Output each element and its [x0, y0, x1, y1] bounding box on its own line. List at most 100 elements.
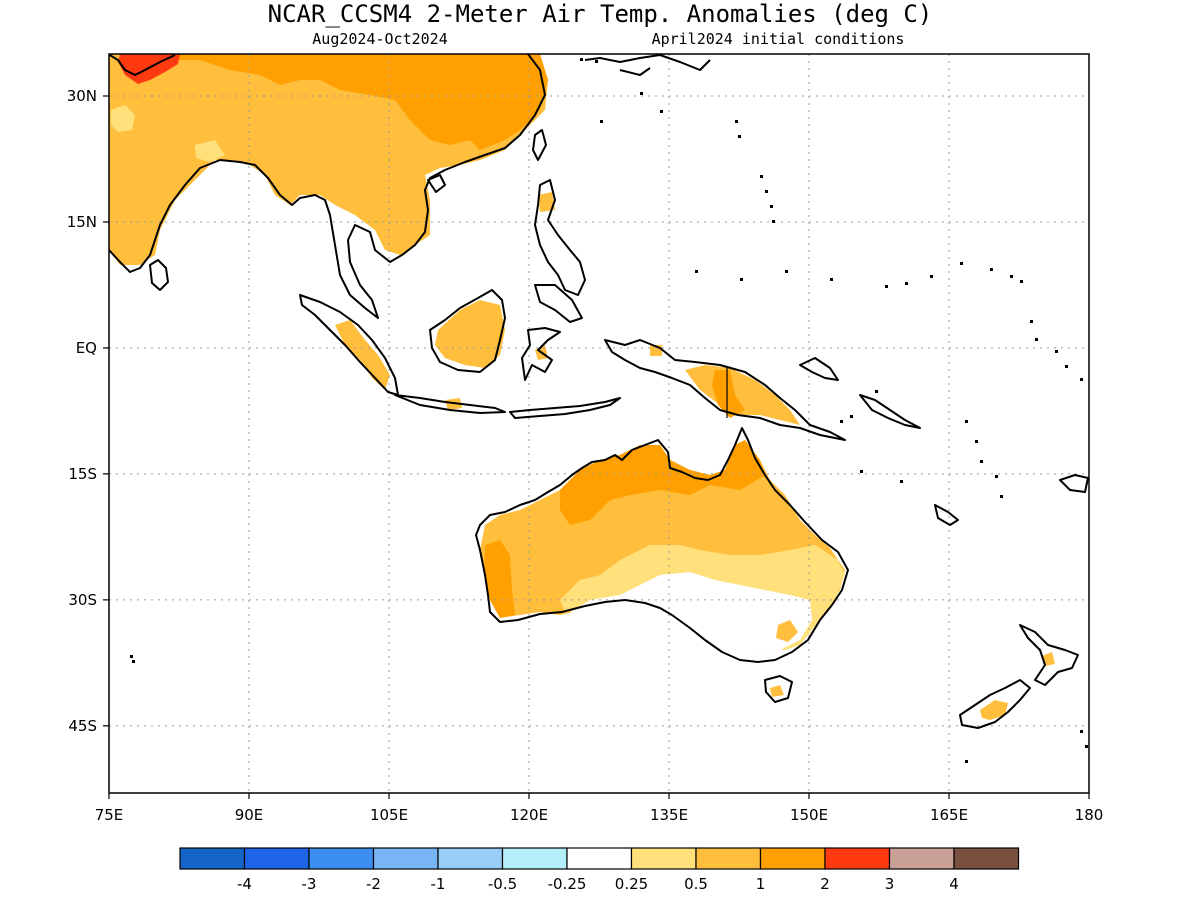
- island-dot: [132, 660, 135, 663]
- legend-label: 3: [885, 875, 895, 893]
- color-legend: -4 -3 -2 -1 -0.5 -0.25 0.25 0.5 1 2 3 4: [179, 847, 1020, 893]
- lon-tick-label: 105E: [370, 806, 408, 824]
- island-dot: [1080, 730, 1083, 733]
- latitude-axis: 30N 15N EQ 15S 30S 45S: [67, 87, 109, 735]
- island-dot: [1055, 350, 1058, 353]
- period-subtitle: Aug2024-Oct2024: [312, 30, 447, 48]
- island-dot: [695, 270, 698, 273]
- island-dot: [850, 415, 853, 418]
- island-dot: [1030, 320, 1033, 323]
- island-dot: [765, 190, 768, 193]
- anomaly-region-borneo: [435, 300, 505, 368]
- legend-swatch: [759, 847, 826, 870]
- legend-label: 1: [756, 875, 766, 893]
- coastlines: [109, 54, 1089, 729]
- island-dot: [735, 120, 738, 123]
- map-frame: [108, 53, 1090, 794]
- island-dot: [1000, 495, 1003, 498]
- island-dot: [1080, 378, 1083, 381]
- anomaly-region-north-australia-warm: [560, 440, 765, 525]
- legend-label: 0.5: [684, 875, 708, 893]
- island-dot: [640, 92, 643, 95]
- island-dot: [1020, 280, 1023, 283]
- legend-swatch: [501, 847, 568, 870]
- island-dot: [975, 440, 978, 443]
- island-dot: [1065, 365, 1068, 368]
- legend-swatch: [888, 847, 955, 870]
- legend-swatch: [695, 847, 762, 870]
- legend-swatch: [953, 847, 1020, 870]
- island-dot: [1085, 745, 1088, 748]
- island-dot: [965, 420, 968, 423]
- island-dot: [580, 58, 583, 61]
- graticule: [109, 54, 1089, 793]
- lon-tick-label: 150E: [790, 806, 828, 824]
- anomaly-region-southeast-australia-neutral: [570, 572, 812, 660]
- legend-swatch: [437, 847, 504, 870]
- legend-swatch: [243, 847, 310, 870]
- island-dot: [830, 278, 833, 281]
- legend-label: 4: [949, 875, 959, 893]
- chart-title: NCAR_CCSM4 2-Meter Air Temp. Anomalies (…: [268, 0, 933, 28]
- island-dot: [860, 470, 863, 473]
- longitude-axis: 75E 90E 105E 120E 135E 150E 165E 180: [95, 793, 1103, 824]
- island-dot: [1010, 275, 1013, 278]
- island-dot: [772, 220, 775, 223]
- initial-conditions-subtitle: April2024 initial conditions: [652, 30, 905, 48]
- legend-label: -4: [237, 875, 252, 893]
- legend-swatch: [566, 847, 633, 870]
- legend-label: -0.25: [548, 875, 587, 893]
- island-dot: [990, 268, 993, 271]
- island-dot: [785, 270, 788, 273]
- lat-tick-label: 15N: [67, 213, 97, 231]
- island-dot: [760, 175, 763, 178]
- island-dot: [738, 135, 741, 138]
- island-dot: [1035, 338, 1038, 341]
- island-dot: [995, 475, 998, 478]
- island-dot: [130, 655, 133, 658]
- lon-tick-label: 135E: [650, 806, 688, 824]
- anomaly-region-china-warm: [150, 54, 548, 150]
- lon-tick-label: 165E: [930, 806, 968, 824]
- island-dot: [980, 460, 983, 463]
- island-dot: [875, 390, 878, 393]
- island-dot: [595, 60, 598, 63]
- legend-swatch: [372, 847, 439, 870]
- legend-label: 2: [820, 875, 830, 893]
- island-dot: [740, 278, 743, 281]
- map-plot-area: [109, 54, 1089, 793]
- lon-tick-label: 120E: [510, 806, 548, 824]
- legend-swatch: [308, 847, 375, 870]
- island-dot: [770, 205, 773, 208]
- legend-label: -2: [366, 875, 381, 893]
- legend-label: -0.5: [488, 875, 517, 893]
- island-dot: [960, 262, 963, 265]
- lon-tick-label: 75E: [95, 806, 124, 824]
- anomaly-region-tibet-hot: [118, 54, 180, 84]
- island-dot: [905, 282, 908, 285]
- island-dot: [660, 110, 663, 113]
- island-dot: [965, 760, 968, 763]
- anomaly-region-sumatra: [335, 320, 390, 390]
- small-islands: [130, 58, 1088, 763]
- island-dot: [930, 275, 933, 278]
- lat-tick-label: 30N: [67, 87, 97, 105]
- island-dot: [885, 285, 888, 288]
- lon-tick-label: 90E: [235, 806, 264, 824]
- anomaly-region-india-mild: [111, 105, 135, 132]
- legend-swatch: [824, 847, 891, 870]
- lat-tick-label: 15S: [68, 465, 97, 483]
- legend-label: -3: [302, 875, 317, 893]
- legend-label: -1: [431, 875, 446, 893]
- legend-swatch: [630, 847, 697, 870]
- legend-swatch: [179, 847, 246, 870]
- lat-tick-label: 45S: [68, 717, 97, 735]
- legend-label: 0.25: [615, 875, 648, 893]
- lat-tick-label: 30S: [68, 591, 97, 609]
- island-dot: [840, 420, 843, 423]
- lat-tick-label: EQ: [76, 339, 97, 357]
- anomaly-shading: [109, 54, 1055, 720]
- island-dot: [900, 480, 903, 483]
- island-dot: [600, 120, 603, 123]
